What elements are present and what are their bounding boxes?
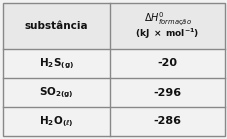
Text: $\mathbf{SO_{2(g)}}$: $\mathbf{SO_{2(g)}}$ [39, 85, 74, 100]
Text: $\Delta H^0_{forma\mathregular{ç}ão}$: $\Delta H^0_{forma\mathregular{ç}ão}$ [143, 10, 191, 28]
Text: -20: -20 [157, 59, 177, 69]
Text: -286: -286 [153, 116, 181, 126]
Text: $\mathbf{H_2O_{(\ell)}}$: $\mathbf{H_2O_{(\ell)}}$ [39, 114, 74, 129]
Text: $\mathbf{H_2S_{(g)}}$: $\mathbf{H_2S_{(g)}}$ [39, 56, 74, 71]
Text: substância: substância [25, 21, 88, 31]
Text: -296: -296 [153, 87, 181, 97]
Bar [3, 3, 224, 49]
Text: $\mathbf{(kJ\ \times\ mol^{-1})}$: $\mathbf{(kJ\ \times\ mol^{-1})}$ [135, 27, 199, 41]
